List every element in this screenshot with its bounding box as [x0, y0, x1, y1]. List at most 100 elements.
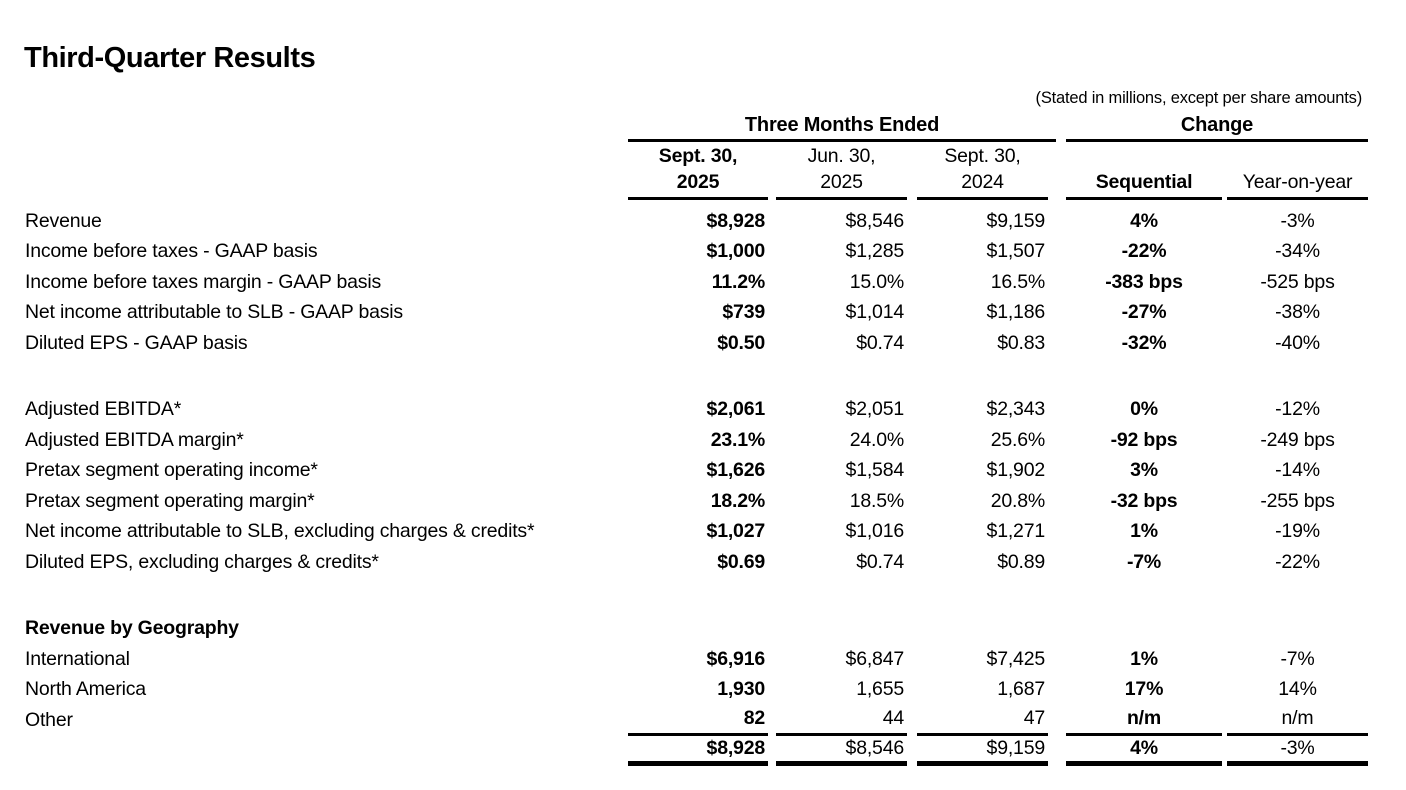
cell-sept-30-2024: $1,507: [986, 240, 1046, 263]
column-header-line1: Sept. 30,: [944, 145, 1021, 167]
cell-sept-30-2025: 18.2%: [710, 489, 765, 512]
cell-jun-30-2025: $8,546: [776, 736, 907, 766]
total-row: $8,928 $8,546 $9,159 4% -3%: [25, 736, 1368, 766]
column-header-line2: 2025: [820, 171, 863, 193]
page-title: Third-Quarter Results: [24, 42, 316, 74]
cell-year-on-year: -7%: [1280, 647, 1315, 670]
cell-sept-30-2025: $6,916: [706, 647, 766, 670]
row-label: Revenue: [25, 209, 102, 232]
row-label: International: [25, 647, 130, 670]
row-label: Income before taxes margin - GAAP basis: [25, 270, 382, 293]
row-label: Net income attributable to SLB - GAAP ba…: [25, 301, 403, 324]
cell-sequential: -22%: [1121, 240, 1167, 263]
row-label: Pretax segment operating margin*: [25, 489, 315, 512]
column-header-line2: Sequential: [1095, 171, 1193, 193]
cell-sept-30-2024: 47: [917, 705, 1048, 736]
cell-sequential: n/m: [1066, 705, 1222, 736]
cell-sept-30-2024: 25.6%: [990, 428, 1045, 451]
cell-jun-30-2025: 24.0%: [849, 428, 904, 451]
cell-sept-30-2024: $0.89: [997, 550, 1045, 573]
cell-sequential: -32 bps: [1110, 489, 1178, 512]
cell-sept-30-2025: $1,626: [706, 459, 766, 482]
cell-year-on-year: -249 bps: [1260, 428, 1335, 451]
cell-sept-30-2025: 23.1%: [710, 428, 765, 451]
group-change: Change: [1066, 112, 1368, 142]
column-header-line2: 2024: [961, 171, 1004, 193]
cell-year-on-year: -22%: [1275, 550, 1320, 573]
cell-jun-30-2025: $8,546: [845, 209, 905, 232]
cell-year-on-year: -12%: [1275, 398, 1320, 421]
cell-sept-30-2024: $7,425: [986, 647, 1046, 670]
cell-jun-30-2025: $1,016: [845, 520, 905, 543]
cell-sequential: 0%: [1130, 398, 1158, 421]
row-label: Pretax segment operating income*: [25, 459, 318, 482]
row-label: Income before taxes - GAAP basis: [25, 240, 318, 263]
column-header-year-on-year: Year-on-year: [1227, 142, 1368, 200]
row-label: Revenue by Geography: [25, 617, 239, 640]
column-header-jun-30-2025: Jun. 30, 2025: [776, 142, 907, 200]
group-three-months-ended: Three Months Ended: [628, 112, 1056, 142]
table-row: Pretax segment operating income* $1,626 $1…: [25, 456, 1368, 487]
section-row: Revenue by Geography: [25, 614, 1368, 645]
column-header-line1: Jun. 30,: [807, 145, 876, 167]
row-label: Diluted EPS - GAAP basis: [25, 331, 248, 354]
cell-sequential: -92 bps: [1110, 428, 1178, 451]
table-row: Revenue $8,928 $8,546 $9,159 4% -3%: [25, 206, 1368, 237]
cell-year-on-year: -525 bps: [1260, 270, 1335, 293]
spacer-row: [25, 359, 1368, 395]
cell-sept-30-2025: 11.2%: [711, 270, 765, 293]
results-table: Three Months Ended Change Sept. 30, 2025 J…: [25, 112, 1368, 766]
cell-jun-30-2025: $1,014: [845, 301, 905, 324]
cell-jun-30-2025: 18.5%: [849, 489, 904, 512]
column-header-sept-30-2024: Sept. 30, 2024: [917, 142, 1048, 200]
column-header-spacer: [25, 142, 628, 200]
cell-year-on-year: -38%: [1275, 301, 1320, 324]
table-row: Income before taxes margin - GAAP basis 1…: [25, 267, 1368, 298]
cell-sept-30-2024: $2,343: [986, 398, 1046, 421]
cell-sequential: 4%: [1130, 209, 1158, 232]
cell-sept-30-2024: $1,902: [986, 459, 1046, 482]
table-body: Revenue $8,928 $8,546 $9,159 4% -3% Income bef…: [25, 206, 1368, 766]
cell-sept-30-2024: 20.8%: [990, 489, 1045, 512]
column-header-line2: Year-on-year: [1242, 171, 1353, 193]
table-row: Net income attributable to SLB, excludin…: [25, 517, 1368, 548]
cell-sequential: 1%: [1130, 520, 1158, 543]
units-note: (Stated in millions, except per share am…: [1035, 89, 1363, 107]
cell-year-on-year: -3%: [1280, 209, 1315, 232]
cell-jun-30-2025: 44: [776, 705, 907, 736]
cell-sept-30-2024: $1,271: [986, 520, 1046, 543]
cell-jun-30-2025: $2,051: [845, 398, 905, 421]
cell-sept-30-2024: 1,687: [997, 678, 1045, 701]
column-header-line2: 2025: [676, 171, 720, 193]
group-header-row: Three Months Ended Change: [25, 112, 1368, 142]
group-header-spacer: [25, 112, 628, 142]
cell-sept-30-2024: $1,186: [986, 301, 1046, 324]
cell-year-on-year: -34%: [1275, 240, 1320, 263]
row-label: North America: [25, 678, 146, 701]
cell-year-on-year: -255 bps: [1260, 489, 1335, 512]
cell-year-on-year: -3%: [1227, 736, 1368, 766]
cell-sept-30-2025: $2,061: [706, 398, 766, 421]
table-row: North America 1,930 1,655 1,687 17% 14%: [25, 675, 1368, 706]
table-row: Pretax segment operating margin* 18.2% 18.…: [25, 486, 1368, 517]
cell-sept-30-2025: $8,928: [628, 736, 768, 766]
cell-jun-30-2025: 15.0%: [849, 270, 904, 293]
column-header-sequential: Sequential: [1066, 142, 1222, 200]
column-header-line1: Sept. 30,: [658, 145, 738, 167]
cell-year-on-year: -14%: [1275, 459, 1320, 482]
cell-sequential: 17%: [1124, 678, 1164, 701]
cell-sept-30-2025: $1,000: [706, 240, 766, 263]
column-header-line1: [1227, 143, 1368, 169]
cell-jun-30-2025: $1,584: [845, 459, 905, 482]
cell-sept-30-2025: $1,027: [706, 520, 766, 543]
cell-year-on-year: -19%: [1275, 520, 1320, 543]
column-headers-row: Sept. 30, 2025 Jun. 30, 2025 Sept. 30, 2024 Se…: [25, 142, 1368, 200]
table-row: Net income attributable to SLB - GAAP ba…: [25, 298, 1368, 329]
table-row: International $6,916 $6,847 $7,425 1% -7%: [25, 644, 1368, 675]
row-label: Net income attributable to SLB, excludin…: [25, 520, 535, 543]
cell-sequential: 3%: [1130, 459, 1158, 482]
cell-year-on-year: 14%: [1278, 678, 1317, 701]
cell-sequential: 1%: [1130, 647, 1158, 670]
cell-sept-30-2025: $0.50: [717, 331, 765, 354]
